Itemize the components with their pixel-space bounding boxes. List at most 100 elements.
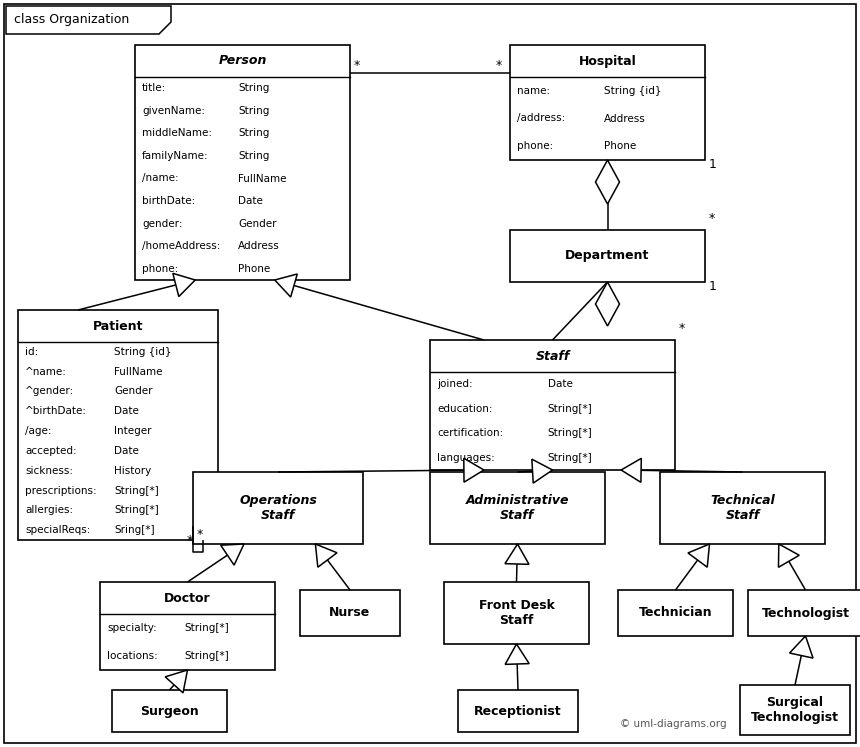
Polygon shape — [505, 544, 529, 564]
Text: Date: Date — [114, 446, 138, 456]
Bar — [193, 472, 363, 544]
Polygon shape — [778, 544, 799, 567]
Polygon shape — [789, 636, 813, 658]
Text: Sring[*]: Sring[*] — [114, 525, 155, 535]
Text: locations:: locations: — [107, 651, 157, 661]
Bar — [740, 685, 850, 735]
Text: String[*]: String[*] — [114, 486, 159, 495]
Text: *: * — [187, 534, 194, 547]
Text: String: String — [238, 151, 269, 161]
Text: String[*]: String[*] — [548, 403, 593, 414]
Polygon shape — [221, 544, 244, 565]
Text: String[*]: String[*] — [184, 651, 229, 661]
Text: *: * — [496, 59, 502, 72]
Text: String: String — [238, 128, 269, 138]
Text: /homeAddress:: /homeAddress: — [142, 241, 220, 251]
Text: String[*]: String[*] — [184, 623, 229, 633]
Text: prescriptions:: prescriptions: — [25, 486, 96, 495]
Text: Technical
Staff: Technical Staff — [710, 494, 775, 522]
Text: *: * — [354, 59, 360, 72]
Text: String[*]: String[*] — [114, 505, 159, 515]
Text: allergies:: allergies: — [25, 505, 73, 515]
Text: ^birthDate:: ^birthDate: — [25, 406, 87, 416]
Polygon shape — [505, 644, 529, 664]
Polygon shape — [464, 458, 484, 483]
Text: givenName:: givenName: — [142, 106, 205, 116]
Polygon shape — [316, 544, 337, 567]
Bar — [112, 690, 227, 732]
Text: String {id}: String {id} — [114, 347, 171, 357]
Text: 1: 1 — [709, 158, 717, 171]
Text: Phone: Phone — [238, 264, 270, 273]
Text: Staff: Staff — [535, 350, 569, 362]
Bar — [430, 340, 675, 470]
Text: languages:: languages: — [437, 453, 494, 462]
Text: Person: Person — [218, 55, 267, 67]
Text: History: History — [114, 465, 151, 476]
Text: Phone: Phone — [604, 141, 636, 151]
Text: phone:: phone: — [142, 264, 178, 273]
Text: Department: Department — [565, 249, 649, 262]
Polygon shape — [6, 6, 171, 34]
Bar — [458, 690, 578, 732]
Text: Operations
Staff: Operations Staff — [239, 494, 317, 522]
Text: 1: 1 — [709, 280, 717, 293]
Text: Administrative
Staff: Administrative Staff — [466, 494, 569, 522]
Text: sickness:: sickness: — [25, 465, 73, 476]
Text: String: String — [238, 106, 269, 116]
Text: specialty:: specialty: — [107, 623, 157, 633]
Text: Patient: Patient — [93, 320, 144, 332]
Text: Front Desk
Staff: Front Desk Staff — [478, 599, 555, 627]
Text: Integer: Integer — [114, 426, 151, 436]
Text: Gender: Gender — [114, 386, 152, 397]
Text: *: * — [709, 212, 716, 225]
Text: Technician: Technician — [639, 607, 712, 619]
Text: Hospital: Hospital — [579, 55, 636, 67]
Bar — [18, 310, 218, 540]
Bar — [748, 590, 860, 636]
Text: FullName: FullName — [238, 173, 286, 184]
Text: /address:: /address: — [517, 114, 565, 123]
Polygon shape — [531, 459, 552, 483]
Bar — [660, 472, 825, 544]
Text: Date: Date — [238, 196, 263, 206]
Text: middleName:: middleName: — [142, 128, 212, 138]
Text: Nurse: Nurse — [329, 607, 371, 619]
Text: certification:: certification: — [437, 428, 503, 438]
Text: birthDate:: birthDate: — [142, 196, 195, 206]
Bar — [135, 45, 350, 280]
Text: Surgeon: Surgeon — [140, 704, 199, 718]
Text: Date: Date — [548, 379, 573, 389]
Text: String: String — [238, 83, 269, 93]
Text: Receptionist: Receptionist — [474, 704, 562, 718]
Text: name:: name: — [517, 86, 550, 96]
Text: ^name:: ^name: — [25, 367, 67, 376]
Text: Doctor: Doctor — [164, 592, 211, 604]
Text: String {id}: String {id} — [604, 86, 661, 96]
Text: Gender: Gender — [238, 219, 277, 229]
Text: specialReqs:: specialReqs: — [25, 525, 90, 535]
Text: Address: Address — [238, 241, 280, 251]
Bar — [100, 582, 275, 670]
Text: id:: id: — [25, 347, 38, 357]
Text: © uml-diagrams.org: © uml-diagrams.org — [620, 719, 727, 729]
Text: accepted:: accepted: — [25, 446, 77, 456]
Bar — [510, 45, 705, 160]
Polygon shape — [165, 670, 187, 693]
Text: Date: Date — [114, 406, 138, 416]
Polygon shape — [173, 273, 195, 297]
Text: *: * — [197, 528, 203, 541]
Polygon shape — [595, 160, 619, 204]
Text: class Organization: class Organization — [14, 13, 129, 26]
Text: /age:: /age: — [25, 426, 52, 436]
Text: /name:: /name: — [142, 173, 179, 184]
Text: gender:: gender: — [142, 219, 182, 229]
Bar — [430, 472, 605, 544]
Polygon shape — [274, 274, 298, 297]
Text: String[*]: String[*] — [548, 453, 593, 462]
Bar — [444, 582, 589, 644]
Polygon shape — [595, 282, 619, 326]
Text: *: * — [679, 322, 685, 335]
Text: FullName: FullName — [114, 367, 163, 376]
Text: education:: education: — [437, 403, 493, 414]
